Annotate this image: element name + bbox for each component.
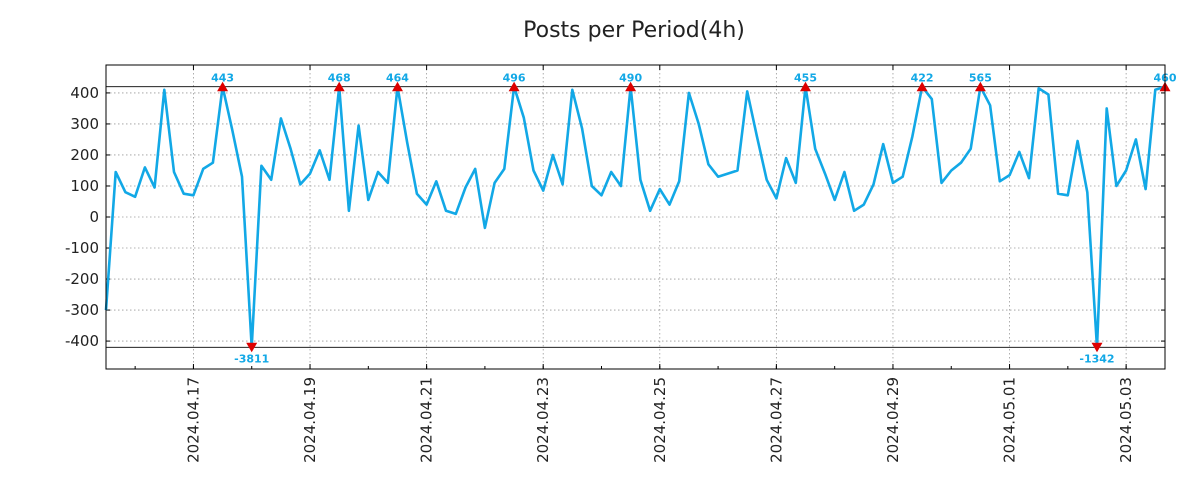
y-tick-label: -400 xyxy=(65,332,99,350)
peak-value-label: -1342 xyxy=(1079,352,1114,365)
peak-marker xyxy=(625,81,637,92)
peak-value-label: 490 xyxy=(619,72,642,85)
peak-marker xyxy=(508,81,520,92)
x-tick-label: 2024.04.29 xyxy=(884,377,902,463)
y-tick-label: 100 xyxy=(70,177,99,195)
x-tick-label: 2024.05.01 xyxy=(1001,377,1019,463)
peak-value-label: 464 xyxy=(386,72,409,85)
y-tick-label: -200 xyxy=(65,270,99,288)
y-tick-label: 400 xyxy=(70,84,99,102)
peak-value-label: 422 xyxy=(911,72,934,85)
grid xyxy=(106,65,1165,369)
peak-marker xyxy=(392,81,403,92)
peak-value-label: 468 xyxy=(328,72,351,85)
peak-marker xyxy=(974,81,986,92)
y-tick-label: -100 xyxy=(65,239,99,257)
peak-marker xyxy=(916,81,928,92)
peak-marker xyxy=(217,81,229,92)
plot-frame xyxy=(105,64,1166,370)
series xyxy=(104,85,1166,349)
y-tick-label: 200 xyxy=(70,146,99,164)
clip-bound-lines xyxy=(106,86,1165,348)
x-tick-label: 2024.04.17 xyxy=(184,377,202,463)
y-tick-label: -300 xyxy=(65,301,99,319)
peak-value-label: 455 xyxy=(794,72,817,85)
y-tick-label: 300 xyxy=(70,115,99,133)
axes: 400 300 200 100 0 -100 -200 -300 -400 2024.04.17 2… xyxy=(65,65,1165,463)
x-tick-label: 2024.04.25 xyxy=(651,377,669,463)
y-tick-label: 0 xyxy=(89,208,99,226)
x-tick-label: 2024.04.27 xyxy=(767,377,785,463)
trough-marker xyxy=(1091,342,1103,353)
x-tick-label: 2024.04.23 xyxy=(534,377,552,463)
peak-value-label: 496 xyxy=(503,72,526,85)
peak-marker xyxy=(333,81,345,92)
x-tick-label: 2024.04.19 xyxy=(301,377,319,463)
peak-value-label: 443 xyxy=(211,72,234,85)
peak-marker xyxy=(800,81,811,92)
peak-value-label: 565 xyxy=(969,72,992,85)
x-tick-label: 2024.04.21 xyxy=(418,377,436,463)
x-tick-label: 2024.05.03 xyxy=(1117,377,1135,463)
chart-title: Posts per Period(4h) xyxy=(523,18,745,43)
trough-marker xyxy=(246,342,258,353)
series-line xyxy=(104,85,1166,349)
peak-value-label: -3811 xyxy=(234,352,269,365)
